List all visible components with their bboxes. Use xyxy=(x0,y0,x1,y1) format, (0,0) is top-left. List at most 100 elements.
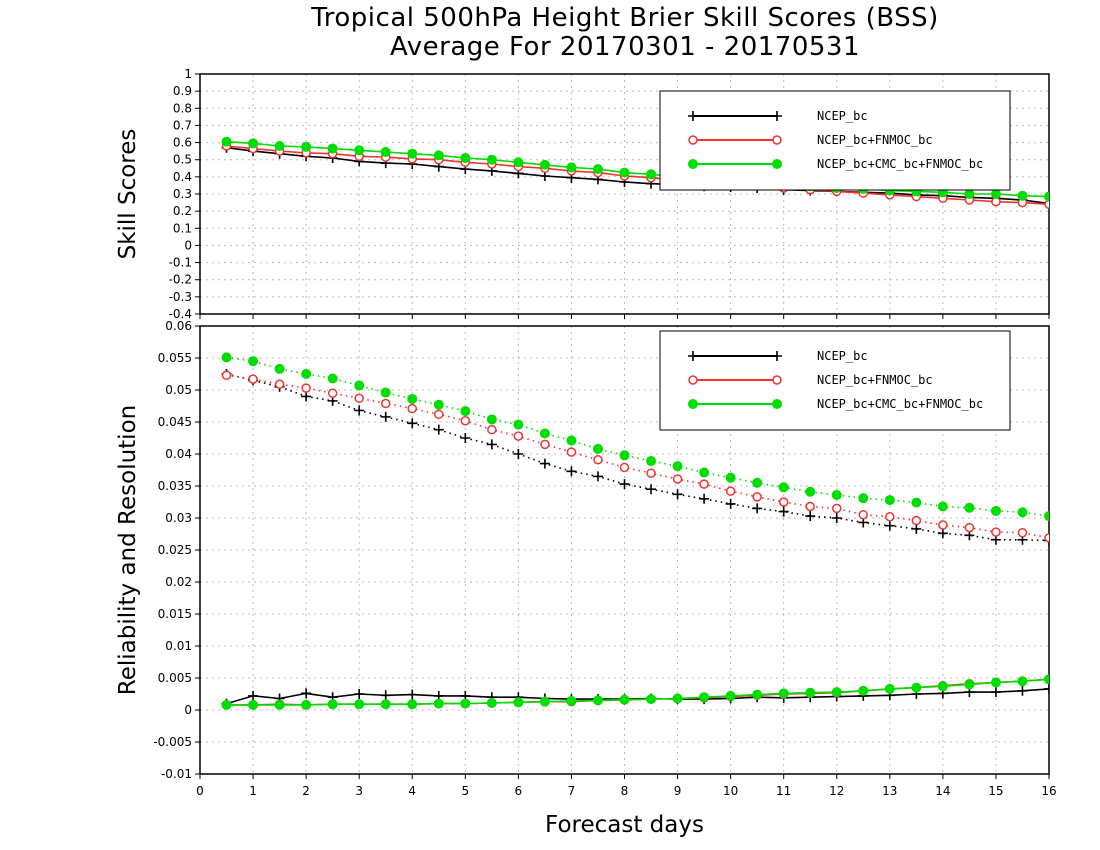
series-group xyxy=(221,352,1049,710)
data-point xyxy=(805,486,816,497)
legend-label: NCEP_bc+CMC_bc+FNMOC_bc xyxy=(817,157,983,171)
data-point xyxy=(513,697,524,708)
data-point xyxy=(380,147,391,157)
data-point xyxy=(885,511,895,522)
data-point xyxy=(380,411,391,422)
data-point xyxy=(805,687,816,698)
data-point xyxy=(991,527,1001,537)
data-point xyxy=(460,406,471,417)
panel-2: -0.01 -0.005 0 0.005 0.01 0.015 0.02 0.025 0.03 0… xyxy=(115,319,1057,838)
y-tick-label: -0.01 xyxy=(161,767,192,781)
data-point xyxy=(831,489,842,500)
data-point xyxy=(592,471,603,482)
y-tick-label: 1 xyxy=(184,67,192,81)
series-line-ncep-bc-cmc-bc-fnmoc-bc-resolution xyxy=(226,356,1049,517)
data-point xyxy=(513,431,524,441)
data-point xyxy=(672,461,683,472)
data-point xyxy=(486,154,497,165)
data-point xyxy=(1017,507,1028,518)
data-point xyxy=(539,696,550,707)
data-point xyxy=(513,157,524,168)
y-tick-label: -0.3 xyxy=(169,290,192,304)
data-point xyxy=(858,493,869,504)
y-tick-label: 0.4 xyxy=(173,170,192,184)
data-point xyxy=(301,369,312,379)
y-tick-label: 0.1 xyxy=(173,221,192,235)
legend-label: NCEP_bc+FNMOC_bc xyxy=(817,373,933,387)
data-point xyxy=(354,393,364,404)
data-point xyxy=(938,520,948,530)
data-point xyxy=(566,435,577,446)
y-axis-label: Skill Scores xyxy=(115,129,141,260)
series-line-ncep-bc-reliability xyxy=(226,688,1049,705)
data-point xyxy=(566,466,577,477)
y-tick-label: 0.8 xyxy=(173,101,192,115)
data-point xyxy=(778,506,789,517)
data-point xyxy=(248,138,259,149)
legend-marker xyxy=(772,399,782,409)
y-tick-label: 0.005 xyxy=(158,671,192,685)
data-point xyxy=(566,162,577,173)
data-point xyxy=(248,356,259,367)
data-point xyxy=(725,690,736,701)
y-tick-label: 0.3 xyxy=(173,187,192,201)
data-point xyxy=(858,685,869,696)
series-line-ncep-bc-cmc-bc-fnmoc-bc-reliability xyxy=(226,678,1049,706)
data-point xyxy=(486,414,497,425)
data-point xyxy=(805,501,815,512)
data-point xyxy=(301,688,312,699)
data-point xyxy=(221,352,232,363)
y-tick-label: 0.04 xyxy=(165,447,192,461)
data-point xyxy=(1044,683,1049,694)
data-point xyxy=(301,699,312,710)
y-tick-label: -0.1 xyxy=(169,256,192,270)
x-tick-label: 5 xyxy=(461,784,469,798)
data-point xyxy=(407,689,418,700)
data-point xyxy=(221,370,232,381)
data-point xyxy=(354,689,365,699)
data-point xyxy=(513,449,524,459)
plot-frame xyxy=(199,325,1050,775)
data-point xyxy=(539,159,550,170)
data-point xyxy=(248,690,259,701)
data-point xyxy=(407,403,417,414)
x-axis-label: Forecast days xyxy=(545,812,704,838)
data-point xyxy=(460,415,471,426)
y-tick-label: 0.9 xyxy=(173,84,192,98)
data-point xyxy=(354,405,365,416)
legend-marker xyxy=(772,351,782,361)
legend-label: NCEP_bc+FNMOC_bc xyxy=(817,133,933,147)
legend: NCEP_bc NCEP_bc+FNMOC_bc NCEP_bc+CMC_bc+FN… xyxy=(659,90,1011,191)
data-point xyxy=(460,153,471,163)
data-point xyxy=(248,699,259,710)
data-point xyxy=(433,399,444,410)
y-tick-label: 0.045 xyxy=(158,415,192,429)
y-tick-label: 0.6 xyxy=(173,136,192,150)
y-tick-label: 0.03 xyxy=(165,511,192,525)
data-point xyxy=(725,498,736,509)
data-point xyxy=(646,456,657,467)
data-point xyxy=(831,513,842,523)
data-point xyxy=(752,689,763,700)
legend-label: NCEP_bc xyxy=(817,109,868,123)
data-point xyxy=(539,458,550,469)
data-point xyxy=(672,693,683,704)
legend-marker xyxy=(772,159,782,169)
data-point xyxy=(884,520,895,531)
data-point xyxy=(1017,190,1028,201)
y-tick-label: -0.2 xyxy=(169,273,192,287)
data-point xyxy=(1017,527,1028,538)
legend-marker xyxy=(688,159,698,169)
chart-title: Tropical 500hPa Height Brier Skill Score… xyxy=(311,3,939,33)
data-point xyxy=(752,477,763,488)
data-point xyxy=(699,479,709,489)
x-tick-label: 0 xyxy=(196,784,204,798)
data-point xyxy=(832,503,842,514)
data-point xyxy=(646,484,657,495)
y-tick-label: -0.005 xyxy=(153,735,192,749)
data-point xyxy=(274,141,285,151)
data-point xyxy=(911,497,922,508)
data-point xyxy=(699,467,710,478)
x-tick-label: 4 xyxy=(408,784,416,798)
